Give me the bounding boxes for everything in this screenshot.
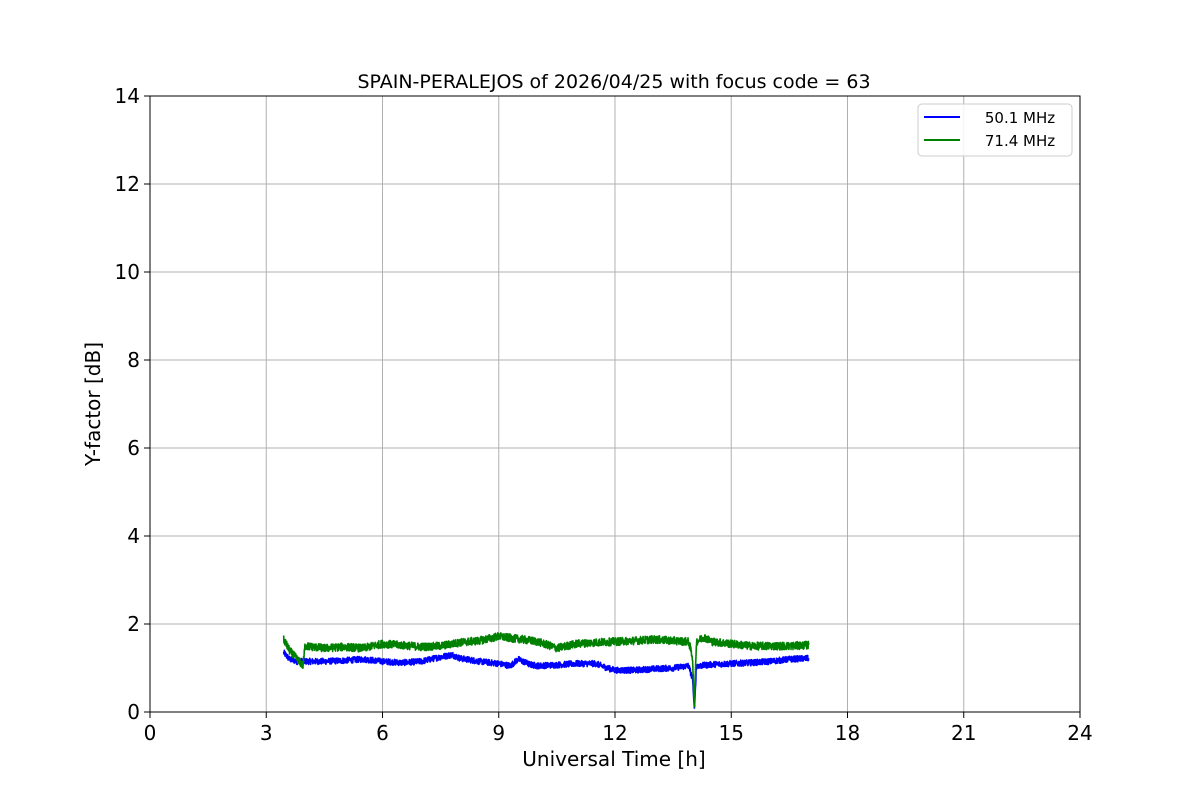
x-tick-label: 15 bbox=[719, 721, 744, 745]
x-tick-label: 18 bbox=[835, 721, 860, 745]
chart-title: SPAIN-PERALEJOS of 2026/04/25 with focus… bbox=[357, 71, 870, 93]
legend-label-71mhz: 71.4 MHz bbox=[985, 132, 1055, 150]
y-tick-label: 0 bbox=[127, 700, 140, 724]
x-tick-label: 3 bbox=[260, 721, 273, 745]
series-layer bbox=[282, 632, 810, 709]
x-tick-label: 21 bbox=[951, 721, 976, 745]
y-tick-label: 6 bbox=[127, 436, 140, 460]
x-tick-label: 0 bbox=[144, 721, 157, 745]
series-line-1 bbox=[282, 632, 810, 708]
x-tick-label: 6 bbox=[376, 721, 389, 745]
series-line-0 bbox=[282, 649, 810, 709]
y-tick-label: 4 bbox=[127, 524, 140, 548]
legend: 50.1 MHz 71.4 MHz bbox=[917, 103, 1073, 157]
x-tick-label: 9 bbox=[492, 721, 505, 745]
y-tick-label: 12 bbox=[115, 172, 140, 196]
x-tick-label: 12 bbox=[602, 721, 627, 745]
y-tick-label: 14 bbox=[115, 84, 140, 108]
legend-label-50mhz: 50.1 MHz bbox=[985, 109, 1055, 127]
y-tick-label: 8 bbox=[127, 348, 140, 372]
x-axis-label: Universal Time [h] bbox=[522, 747, 705, 771]
y-tick-label: 10 bbox=[115, 260, 140, 284]
y-axis-label: Y-factor [dB] bbox=[81, 342, 105, 467]
x-tick-label: 24 bbox=[1067, 721, 1092, 745]
y-tick-label: 2 bbox=[127, 612, 140, 636]
